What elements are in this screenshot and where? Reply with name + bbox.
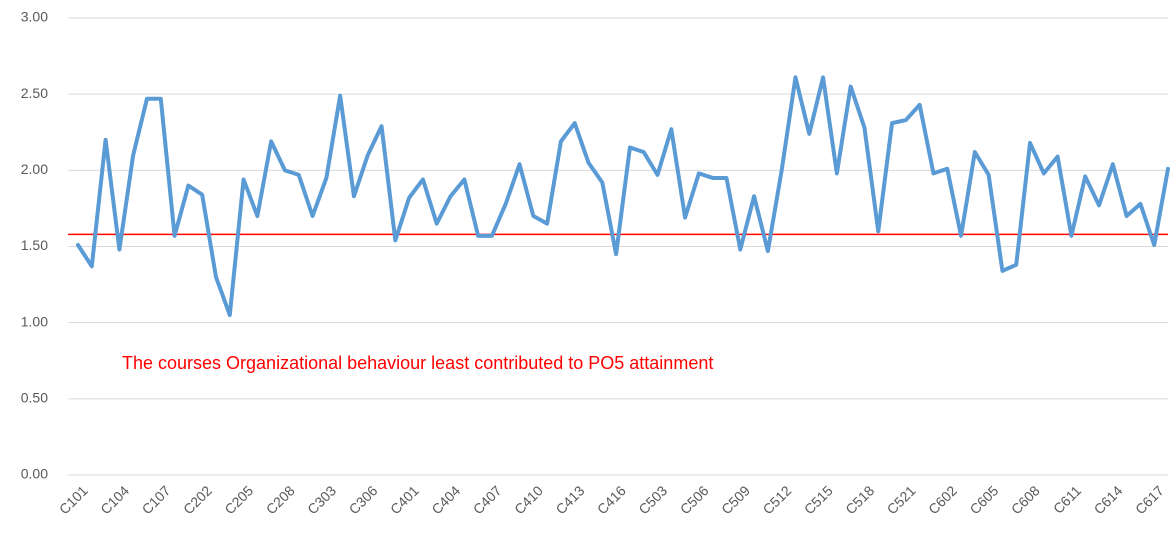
x-tick-label: C205 xyxy=(221,482,256,517)
y-tick-label: 0.50 xyxy=(21,390,48,406)
x-tick-label: C104 xyxy=(97,482,132,517)
y-tick-label: 0.00 xyxy=(21,466,48,482)
x-tick-label: C416 xyxy=(594,482,629,517)
x-tick-label: C413 xyxy=(552,482,587,517)
x-tick-label: C608 xyxy=(1008,482,1043,517)
annotation: The courses Organizational behaviour lea… xyxy=(122,353,713,373)
x-tick-label: C202 xyxy=(180,482,215,517)
x-tick-label: C617 xyxy=(1132,482,1167,517)
y-tick-label: 2.50 xyxy=(21,85,48,101)
x-tick-label: C306 xyxy=(346,482,381,517)
y-tick-label: 2.00 xyxy=(21,161,48,177)
x-tick-label: C410 xyxy=(511,482,546,517)
data-line xyxy=(76,75,1170,318)
x-tick-label: C303 xyxy=(304,482,339,517)
x-tick-label: C512 xyxy=(759,482,794,517)
x-tick-label: C602 xyxy=(925,482,960,517)
y-tick-label: 3.00 xyxy=(21,9,48,25)
x-tick-label: C521 xyxy=(884,482,919,517)
x-tick-label: C404 xyxy=(428,482,463,517)
x-tick-label: C515 xyxy=(801,482,836,517)
x-tick-label: C503 xyxy=(635,482,670,517)
x-tick-label: C407 xyxy=(470,482,505,517)
x-tick-label: C208 xyxy=(263,482,298,517)
y-tick-label: 1.00 xyxy=(21,313,48,329)
x-tick-label: C611 xyxy=(1050,482,1084,516)
x-tick-label: C614 xyxy=(1091,482,1126,517)
y-tick-label: 1.50 xyxy=(21,237,48,253)
x-tick-label: C506 xyxy=(677,482,712,517)
x-tick-label: C101 xyxy=(56,482,91,517)
x-tick-label: C107 xyxy=(139,482,174,517)
x-tick-label: C509 xyxy=(718,482,753,517)
x-tick-label: C605 xyxy=(966,482,1001,517)
x-tick-label: C401 xyxy=(387,482,422,517)
x-tick-label: C518 xyxy=(842,482,877,517)
